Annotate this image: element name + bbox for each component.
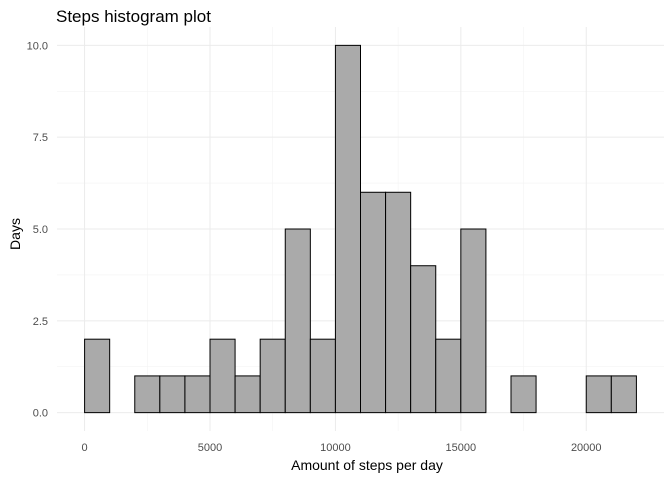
x-tick-label: 0 <box>82 442 88 454</box>
y-axis-title: Days <box>7 218 23 250</box>
x-tick-label: 5000 <box>198 442 222 454</box>
y-tick-label: 2.5 <box>33 316 48 328</box>
histogram-bar <box>510 375 537 414</box>
y-tick-label: 10.0 <box>27 40 48 52</box>
y-tick-label: 5.0 <box>33 224 48 236</box>
histogram-bar <box>209 338 236 414</box>
bars-group <box>84 44 637 414</box>
y-tick-label: 7.5 <box>33 132 48 144</box>
histogram-bar <box>259 338 286 414</box>
histogram-bar <box>585 375 612 414</box>
histogram-bar <box>360 191 387 414</box>
histogram-bar <box>284 228 311 414</box>
histogram-bar <box>159 375 186 414</box>
x-axis-title: Amount of steps per day <box>291 457 443 473</box>
chart-title: Steps histogram plot <box>56 7 211 26</box>
histogram-bar <box>460 228 487 414</box>
histogram-bar <box>309 338 336 414</box>
histogram-bar <box>435 338 462 414</box>
histogram-bar <box>84 338 111 414</box>
y-tick-labels: 0.0 2.5 5.0 7.5 10.0 <box>27 40 48 419</box>
histogram-bar <box>385 191 412 414</box>
histogram-bar <box>234 375 261 414</box>
histogram-bar <box>334 44 362 414</box>
x-tick-label: 20000 <box>571 442 602 454</box>
x-tick-labels: 0 5000 10000 15000 20000 <box>82 442 602 454</box>
y-tick-label: 0.0 <box>33 408 48 420</box>
histogram-bar <box>184 375 211 414</box>
x-tick-label: 15000 <box>446 442 477 454</box>
histogram-bar <box>134 375 161 414</box>
histogram-bar <box>610 375 637 414</box>
histogram-bar <box>410 265 437 414</box>
x-tick-label: 10000 <box>320 442 351 454</box>
